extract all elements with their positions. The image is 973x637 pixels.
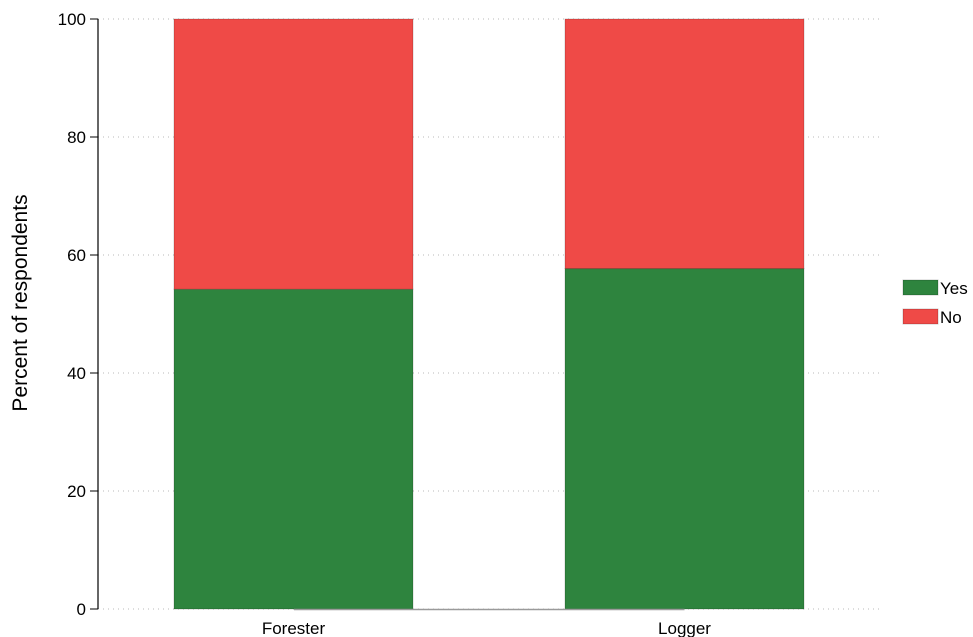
y-axis-title: Percent of respondents <box>9 194 32 411</box>
bar-forester-yes <box>173 288 414 610</box>
x-tick-label-forester: Forester <box>262 619 326 637</box>
bar-logger-yes <box>564 268 805 610</box>
legend-label-yes: Yes <box>940 279 968 298</box>
legend-swatch-no <box>902 308 939 325</box>
bars <box>173 18 805 610</box>
y-tick-label-100: 100 <box>58 10 86 29</box>
legend: Yes No <box>902 279 968 327</box>
legend-swatch-yes <box>902 279 939 296</box>
bar-forester-no <box>173 18 414 290</box>
y-tick-label-80: 80 <box>67 128 86 147</box>
y-tick-label-0: 0 <box>77 600 86 619</box>
axes: 0 20 40 60 80 100 Forester Logger <box>58 10 712 637</box>
y-tick-label-20: 20 <box>67 482 86 501</box>
y-tick-label-40: 40 <box>67 364 86 383</box>
bar-logger-no <box>564 18 805 270</box>
y-tick-label-60: 60 <box>67 246 86 265</box>
x-tick-label-logger: Logger <box>658 619 711 637</box>
legend-label-no: No <box>940 308 962 327</box>
